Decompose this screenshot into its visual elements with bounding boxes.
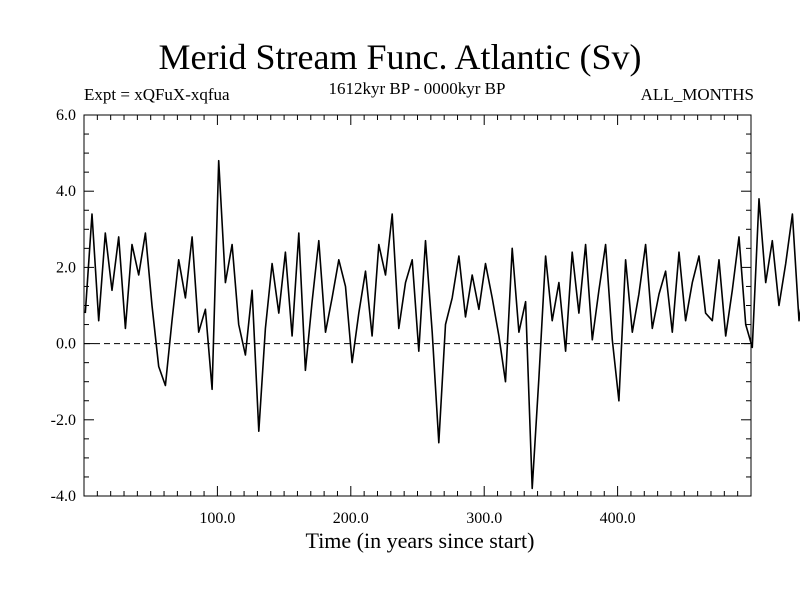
x-tick-label: 300.0: [466, 510, 502, 527]
time-range-label: 1612kyr BP - 0000kyr BP: [328, 79, 506, 98]
y-tick-label: 2.0: [56, 259, 76, 276]
x-tick-label: 200.0: [333, 510, 369, 527]
y-tick-label: 6.0: [56, 107, 76, 124]
y-tick-label: -2.0: [51, 412, 76, 429]
x-axis-label: Time (in years since start): [305, 528, 535, 553]
x-tick-label: 100.0: [199, 510, 235, 527]
y-tick-label: 0.0: [56, 336, 76, 353]
chart-title: Merid Stream Func. Atlantic (Sv): [158, 37, 642, 77]
y-tick-label: 4.0: [56, 183, 76, 200]
x-tick-label: 400.0: [600, 510, 636, 527]
y-tick-label: -4.0: [51, 488, 76, 505]
experiment-label: Expt = xQFuX-xqfua: [84, 85, 230, 104]
series-line: [84, 159, 800, 490]
months-label: ALL_MONTHS: [640, 85, 754, 104]
